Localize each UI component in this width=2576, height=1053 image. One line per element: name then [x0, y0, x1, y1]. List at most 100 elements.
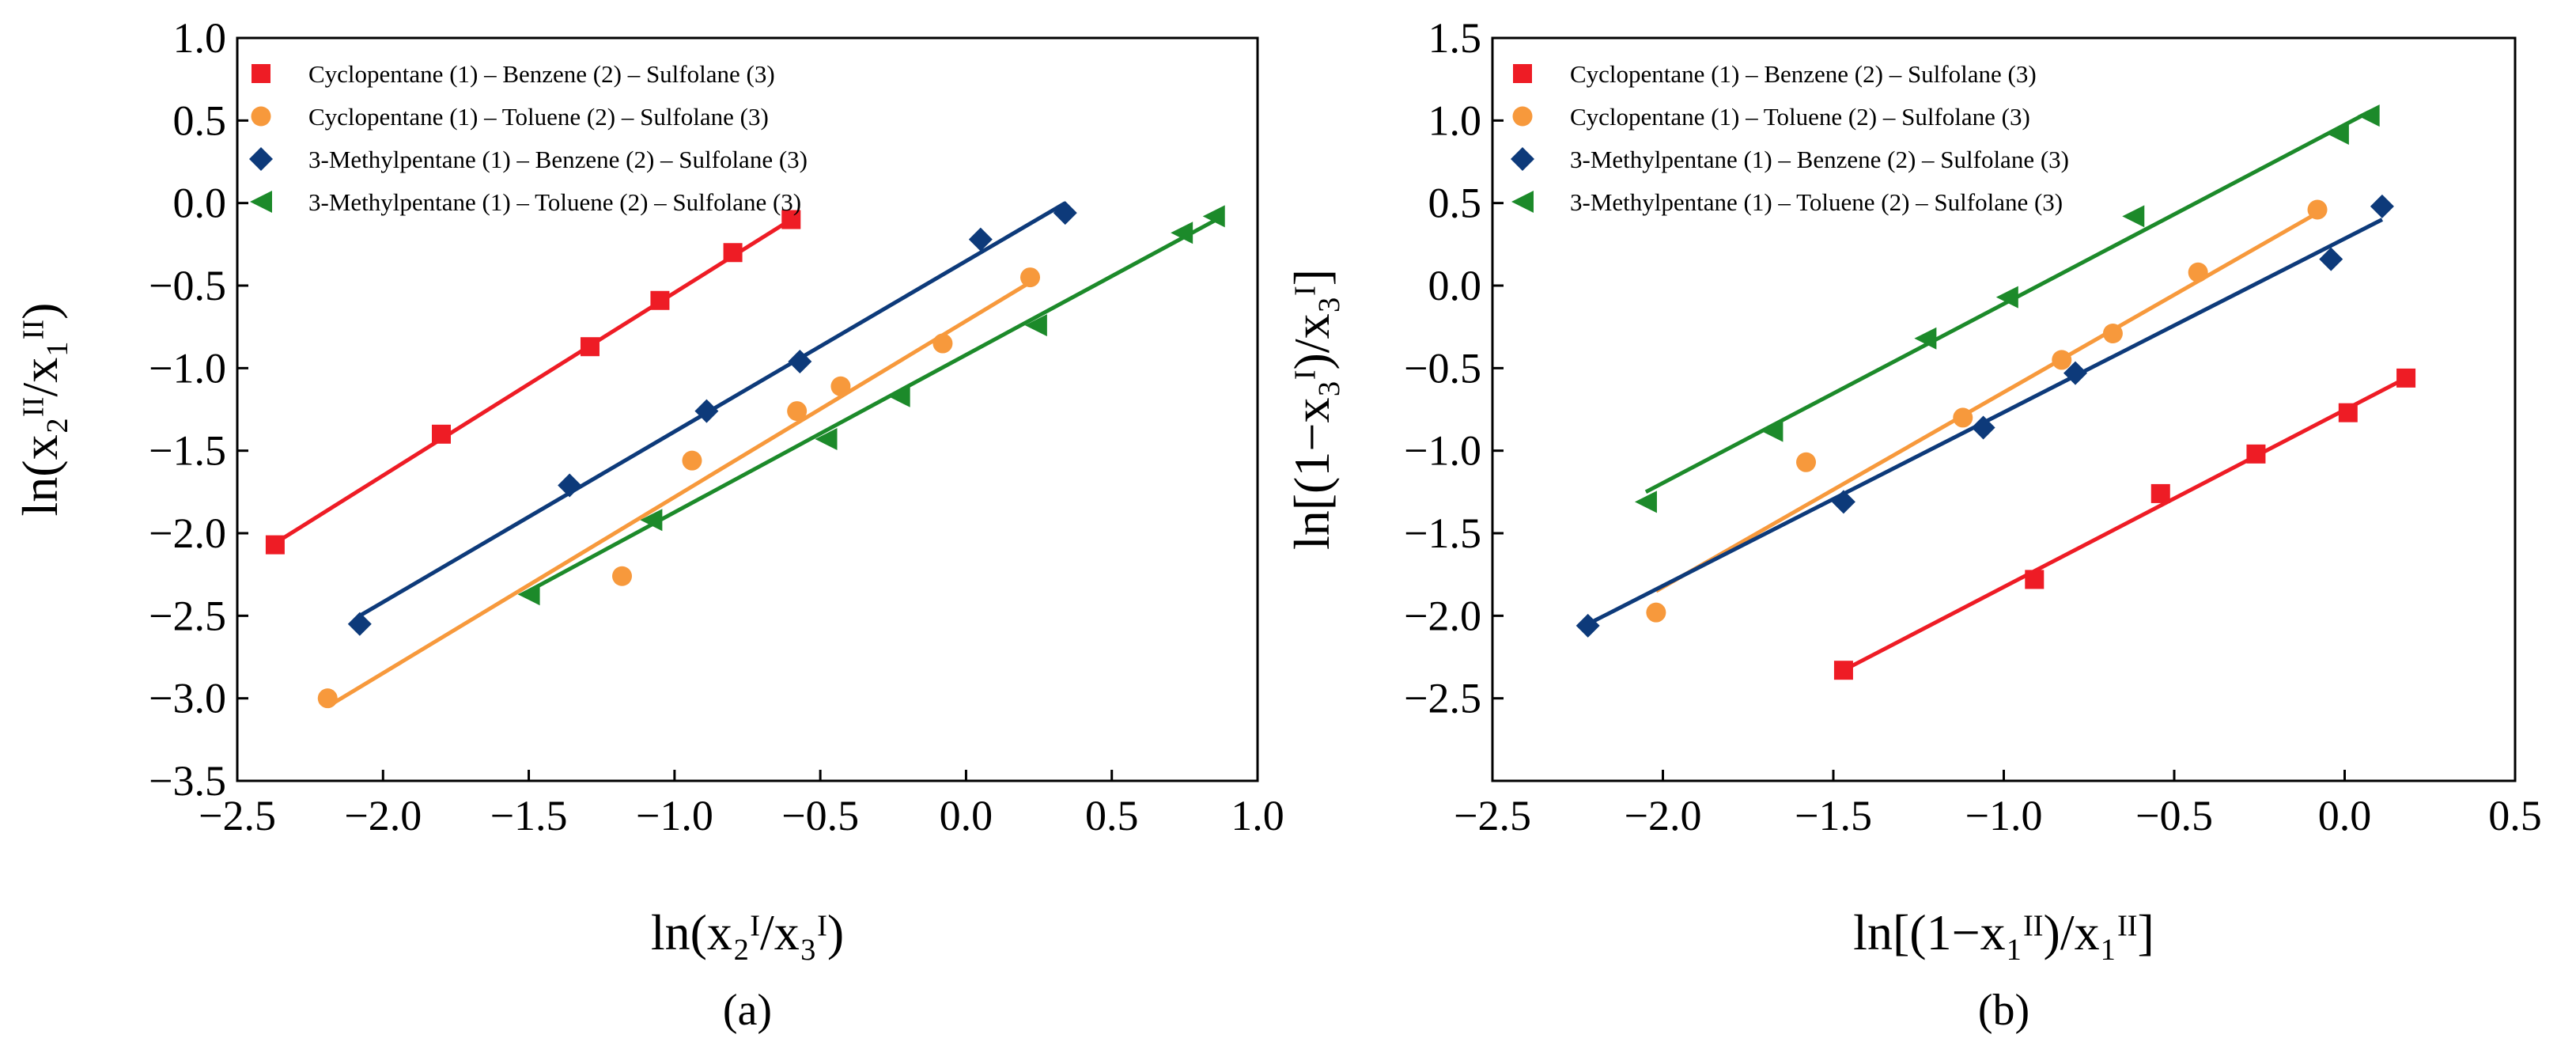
fit-line	[1842, 376, 2408, 672]
x-axis-label: ln(x₂ᴵ/x₃ᴵ)	[651, 904, 844, 960]
y-tick-label: −2.0	[1404, 592, 1481, 639]
legend-entry: Cyclopentane (1) – Toluene (2) – Sulfola…	[1570, 103, 2030, 131]
y-tick-label: −1.5	[149, 427, 226, 475]
legend-entry: 3-Methylpentane (1) – Benzene (2) – Sulf…	[308, 146, 808, 173]
x-tick-label: −0.5	[781, 792, 859, 839]
data-point	[968, 227, 993, 252]
x-tick-label: −1.0	[636, 792, 713, 839]
data-point	[2052, 350, 2072, 370]
legend-marker	[1511, 191, 1534, 213]
y-axis-label: ln[(1−x₃ᴵ)/x₃ᴵ]	[1284, 269, 1340, 550]
data-point	[1202, 205, 1225, 228]
y-tick-label: 0.0	[173, 180, 227, 227]
x-tick-label: 0.0	[2318, 792, 2372, 839]
legend-entry: 3-Methylpentane (1) – Toluene (2) – Sulf…	[308, 188, 801, 216]
data-point	[2102, 324, 2123, 344]
legend-entry: 3-Methylpentane (1) – Toluene (2) – Sulf…	[1570, 188, 2063, 216]
x-tick-label: −1.0	[1965, 792, 2043, 839]
series-diamond	[1575, 194, 2394, 638]
y-tick-label: −1.0	[1404, 427, 1481, 475]
data-point	[787, 401, 808, 422]
data-point	[1914, 327, 1937, 350]
series-square	[1833, 368, 2416, 680]
data-point	[788, 349, 812, 373]
legend-marker	[1512, 106, 1533, 127]
data-point	[723, 243, 743, 263]
x-axis-label: ln[(1−x₁ᴵᴵ)/x₁ᴵᴵ]	[1853, 904, 2154, 960]
legend-marker	[1513, 64, 1532, 83]
data-point	[640, 509, 663, 532]
data-point	[1171, 222, 1193, 244]
data-point	[2357, 104, 2380, 127]
x-tick-label: −1.5	[1795, 792, 1872, 839]
data-point	[2188, 262, 2208, 282]
y-tick-label: 1.0	[173, 14, 227, 62]
y-tick-label: 1.5	[1428, 14, 1482, 62]
plot-frame	[236, 36, 1259, 782]
data-point	[2246, 444, 2266, 464]
data-point	[1831, 490, 1855, 514]
data-point	[682, 450, 702, 471]
series-square	[265, 210, 801, 555]
data-point	[1833, 661, 1853, 680]
series-triangle-left	[1634, 104, 2380, 513]
data-point	[317, 688, 338, 709]
y-tick-label: −0.5	[149, 262, 226, 309]
series-diamond	[347, 201, 1077, 636]
series-circle	[1646, 199, 2328, 623]
data-point	[694, 399, 719, 423]
fit-line	[1655, 211, 2319, 593]
data-point	[887, 384, 910, 407]
x-tick-label: −2.5	[1454, 792, 1531, 839]
data-point	[1995, 286, 2018, 309]
data-point	[580, 337, 600, 357]
data-point	[1646, 602, 1666, 623]
y-tick-label: −0.5	[1404, 344, 1481, 392]
chart-panel-a: −2.5 −2.0 −1.5 −1.0 −0.5 0.0 0.5 1.0 −3.5 −3.0 −2.…	[12, 14, 1284, 1035]
y-tick-label: −1.0	[149, 344, 226, 392]
panel-label: (b)	[1978, 986, 2029, 1035]
data-point	[650, 290, 670, 310]
legend-entry: Cyclopentane (1) – Benzene (2) – Sulfola…	[308, 60, 775, 88]
data-point	[1575, 613, 1600, 638]
legend-entry: 3-Methylpentane (1) – Benzene (2) – Sulf…	[1570, 146, 2069, 173]
legend-marker	[1511, 147, 1534, 171]
data-point	[265, 535, 285, 555]
data-point	[1020, 267, 1041, 288]
x-tick-label: −1.5	[490, 792, 568, 839]
data-point	[932, 333, 953, 354]
y-tick-label: 0.0	[1428, 262, 1482, 309]
y-tick-label: −2.5	[1404, 675, 1481, 722]
data-point	[830, 376, 851, 396]
panel-label: (a)	[723, 986, 772, 1035]
data-point	[2326, 123, 2349, 146]
y-tick-label: −2.0	[149, 509, 226, 557]
y-tick-label: −1.5	[1404, 509, 1481, 557]
y-tick-label: 0.5	[1428, 180, 1482, 227]
data-point	[2319, 247, 2343, 271]
x-tick-label: −2.5	[199, 792, 276, 839]
data-point	[347, 612, 372, 636]
data-point	[2063, 361, 2088, 385]
series-circle	[317, 267, 1041, 709]
legend: Cyclopentane (1) – Benzene (2) – Sulfola…	[249, 60, 808, 216]
y-tick-label: 1.0	[1428, 97, 1482, 144]
chart-panel-b: −2.5 −2.0 −1.5 −1.0 −0.5 0.0 0.5 −2.5 −2.0 −1.5 −1…	[1284, 14, 2542, 1035]
data-point	[1953, 407, 1973, 428]
x-tick-label: −2.0	[1625, 792, 1702, 839]
data-point	[2122, 205, 2145, 228]
data-point	[2370, 194, 2394, 218]
data-point	[2025, 570, 2045, 589]
data-point	[432, 424, 451, 444]
y-tick-label: −2.5	[149, 592, 226, 639]
data-point	[612, 566, 633, 586]
legend-entry: Cyclopentane (1) – Toluene (2) – Sulfola…	[308, 103, 769, 131]
data-point	[815, 428, 838, 451]
data-point	[1971, 415, 1995, 440]
fit-line	[326, 280, 1031, 709]
x-tick-label: 0.5	[1085, 792, 1139, 839]
y-tick-label: −3.5	[149, 757, 226, 805]
legend-entry: Cyclopentane (1) – Benzene (2) – Sulfola…	[1570, 60, 2037, 88]
data-point	[1634, 491, 1657, 513]
